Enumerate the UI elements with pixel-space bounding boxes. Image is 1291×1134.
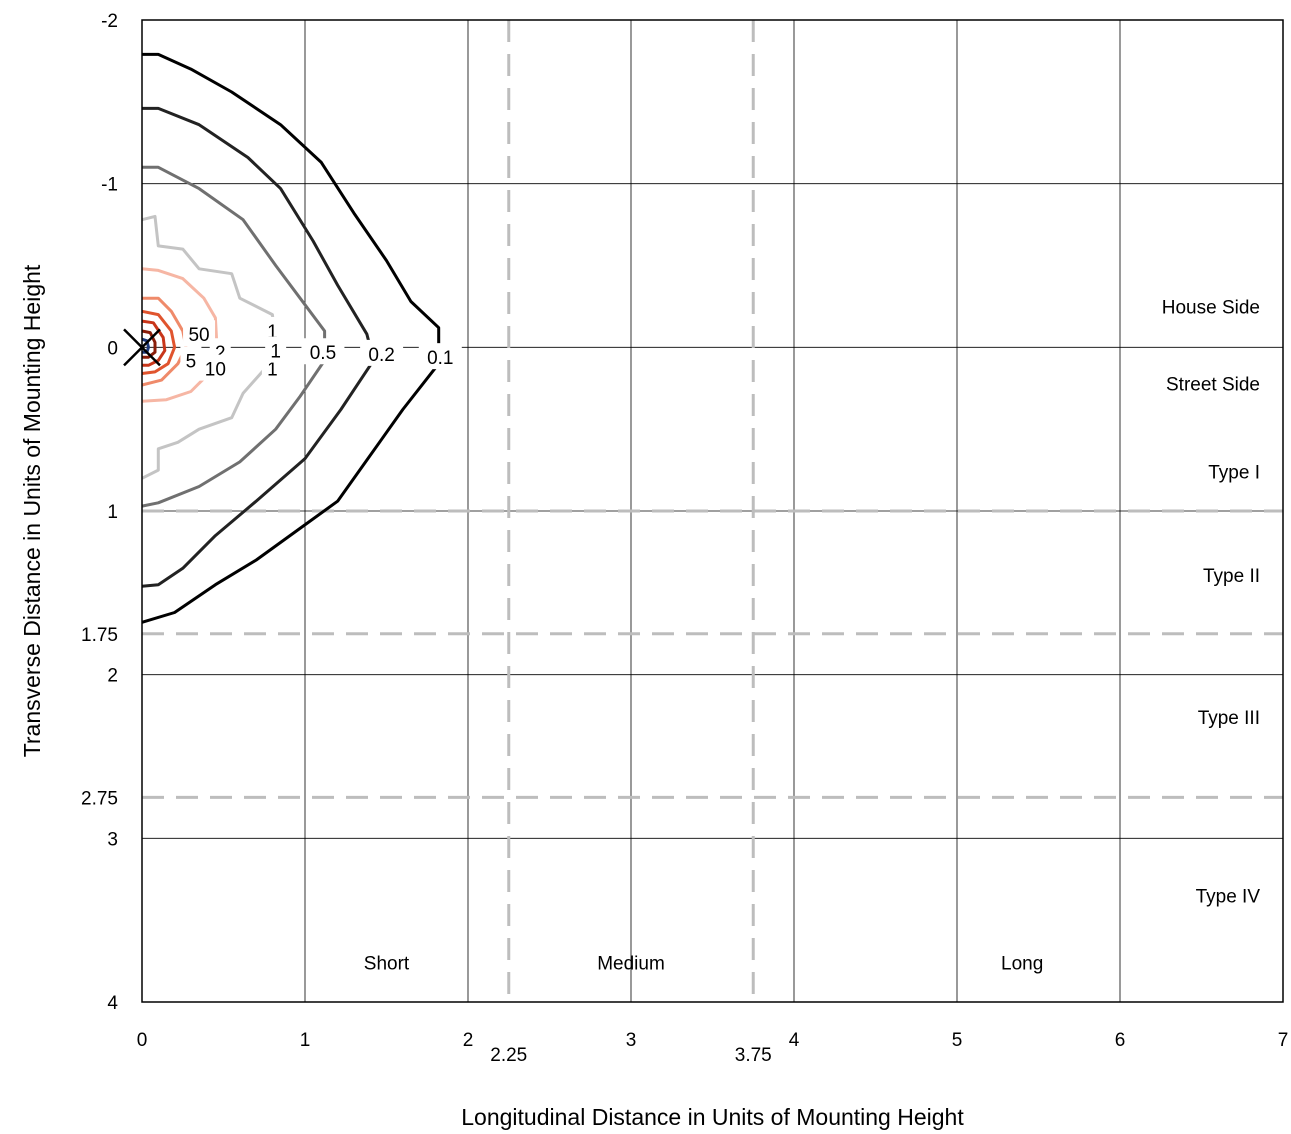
contour-label-bg [301,338,345,365]
x-tick-label: 3 [626,1030,637,1051]
contour-label-bg [261,316,283,343]
contour-label-text: 0.1 [427,348,453,369]
contour-label: 1 [265,336,287,363]
classification-dashed-lines [142,20,1283,1002]
region-label: House Side [1162,297,1260,318]
contour-label-text: 0.2 [368,345,394,366]
contour-0.1 [141,52,441,624]
x-tick-label: 0 [137,1030,148,1051]
contour-label: 10 [199,354,232,381]
contour-50 [141,329,157,359]
region-label: Type III [1198,708,1260,729]
x-tick-label: 7 [1278,1030,1289,1051]
x-tick-label: 2 [463,1030,474,1051]
region-label: Street Side [1166,374,1260,395]
contour-label: 0.1 [418,343,462,370]
x-tick-label-extra: 2.25 [490,1045,527,1066]
y-tick-label: 2 [107,666,118,687]
plot-frame [141,19,1284,1003]
region-label: Short [364,954,410,975]
region-label: Type I [1208,463,1260,484]
contour-label: 50 [183,320,216,347]
y-tick-label-extra: 1.75 [81,625,118,646]
region-labels: House Side Street Side Type I Type II Type I… [364,297,1261,974]
contour-label-text: 0.5 [310,343,336,364]
contour-label-text: 10 [205,360,226,381]
contour-label-text: 1 [270,342,281,363]
x-tick-label: 6 [1115,1030,1126,1051]
y-tick-label: -2 [101,11,118,32]
y-tick-label: 0 [107,338,118,359]
y-tick-label: 1 [107,502,118,523]
contour-label-bg [183,320,216,347]
contour-label-bg [360,339,404,366]
contour-label-bg [265,336,287,363]
contour-label: 0.5 [301,338,345,365]
contour-label-text: 50 [188,325,209,346]
region-label: Medium [597,954,665,975]
axis-ticks: 0 1 2 3 4 5 6 7 2.25 3.75 -2 -1 0 1 2 3 4 1.75 2.75 [81,11,1288,1066]
y-axis-title: Transverse Distance in Units of Mounting… [19,264,45,757]
y-tick-label-extra: 2.75 [81,788,118,809]
region-label: Type II [1203,566,1260,587]
grid [142,20,1283,1002]
contour-label-text: 2 [215,343,226,364]
x-tick-label: 5 [952,1030,963,1051]
contour-label-bg [199,354,232,381]
contour-label: 5 [180,346,202,373]
contour-label-bg [418,343,462,370]
x-tick-label-extra: 3.75 [735,1045,772,1066]
y-tick-label: -1 [101,175,118,196]
contour-2 [141,267,219,403]
contour-10 [141,309,177,375]
contour-20 [141,319,167,367]
x-tick-label: 4 [789,1030,800,1051]
y-tick-label: 3 [107,829,118,850]
contour-label: 1 [261,316,283,343]
region-label: Type IV [1196,887,1261,908]
contour-label-text: 5 [186,351,197,372]
contour-label: 0.2 [360,339,404,366]
contour-label-bg [180,346,202,373]
x-axis-title: Longitudinal Distance in Units of Mounti… [461,1104,964,1130]
contour-label-text: 1 [267,322,278,343]
contour-label-text: 1 [267,360,278,381]
y-tick-label: 4 [107,993,118,1014]
region-label: Long [1001,954,1043,975]
x-tick-label: 1 [300,1030,311,1051]
